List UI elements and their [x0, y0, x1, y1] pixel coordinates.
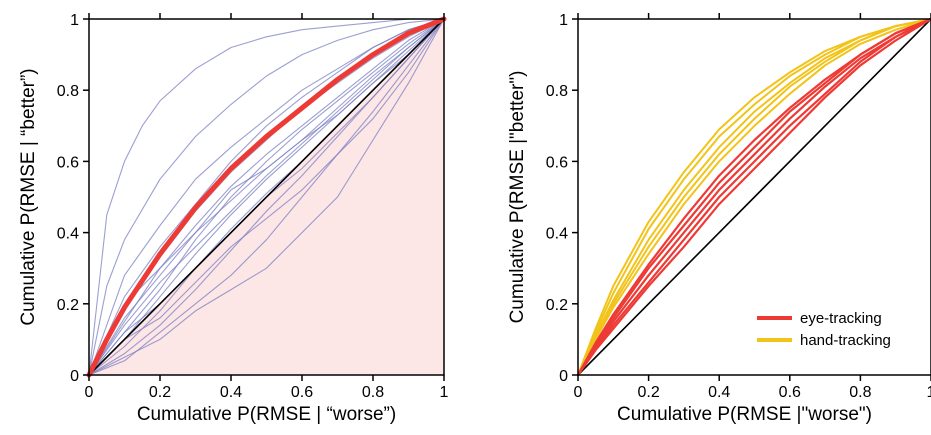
left-ticks: 0 0.2 0.4 0.6 0.8 1 0 0.2 0.4 0.6 0.8 1 — [57, 12, 449, 401]
chart-left: 0 0.2 0.4 0.6 0.8 1 0 0.2 0.4 0.6 0.8 1 Cumulative … — [18, 12, 449, 425]
left-y-tick-label-5: 1 — [70, 12, 79, 29]
left-series-individual-2 — [88, 18, 445, 376]
legend: eye-tracking hand-tracking — [757, 310, 891, 349]
left-series-mean-1 — [86, 16, 447, 378]
right-x-tick-label-0: 0 — [574, 384, 583, 401]
left-series-individual-16 — [88, 18, 445, 376]
right-ticks: 0 0.2 0.4 0.6 0.8 1 0 0.2 0.4 0.6 0.8 1 — [546, 12, 931, 401]
right-series-group — [576, 17, 931, 377]
right-y-tick-label-3: 0.6 — [546, 154, 568, 171]
left-series-individual-14 — [88, 18, 445, 376]
right-series-hand-5 — [577, 18, 931, 376]
left-y-tick-label-4: 0.8 — [57, 83, 79, 100]
right-y-tick-label-1: 0.2 — [546, 297, 568, 314]
left-y-tick-label-3: 0.6 — [57, 154, 79, 171]
left-y-tick-label-2: 0.4 — [57, 226, 79, 243]
right-x-tick-label-3: 0.6 — [779, 384, 801, 401]
left-x-tick-label-1: 0.2 — [149, 384, 171, 401]
left-series-group — [86, 16, 447, 378]
left-series-individual-3 — [88, 18, 445, 376]
left-series-individual-6 — [88, 18, 445, 376]
right-y-tick-label-5: 1 — [559, 12, 568, 29]
right-x-axis-title: Cumulative P(RMSE |"worse") — [617, 404, 872, 425]
right-y-tick-label-2: 0.4 — [546, 226, 568, 243]
left-series-individual-11 — [88, 18, 445, 376]
right-series-diagonal-0 — [577, 18, 931, 376]
right-x-tick-label-2: 0.4 — [708, 384, 730, 401]
right-y-tick-label-0: 0 — [559, 368, 568, 385]
right-x-tick-label-5: 1 — [927, 384, 931, 401]
right-x-tick-label-1: 0.2 — [637, 384, 659, 401]
left-y-axis-title: Cumulative P(RMSE | “better”) — [18, 68, 39, 325]
right-series-hand-4 — [577, 18, 931, 376]
right-x-tick-label-4: 0.8 — [849, 384, 871, 401]
right-y-axis-title: Cumulative P(RMSE |"better") — [507, 71, 528, 324]
left-series-individual-18 — [88, 18, 445, 376]
chart-right: 0 0.2 0.4 0.6 0.8 1 0 0.2 0.4 0.6 0.8 1 Cumulative … — [507, 12, 931, 425]
right-plot-frame — [577, 18, 931, 376]
left-plot-frame — [88, 18, 445, 376]
left-series-individual-17 — [88, 18, 445, 376]
left-series-individual-15 — [88, 18, 445, 376]
legend-label-eye-tracking: eye-tracking — [800, 310, 882, 327]
left-y-tick-label-0: 0 — [70, 368, 79, 385]
right-series-eye-9 — [576, 17, 931, 377]
right-series-eye-10 — [576, 17, 931, 377]
left-x-tick-label-2: 0.4 — [220, 384, 242, 401]
left-series-diagonal-0 — [88, 18, 445, 376]
right-series-eye-8 — [576, 17, 931, 377]
left-x-tick-label-0: 0 — [85, 384, 94, 401]
left-series-individual-8 — [88, 18, 445, 376]
left-x-axis-title: Cumulative P(RMSE | “worse”) — [137, 404, 396, 425]
left-x-tick-label-5: 1 — [440, 384, 449, 401]
right-series-eye-7 — [576, 17, 931, 377]
legend-label-hand-tracking: hand-tracking — [800, 332, 891, 349]
left-x-tick-label-3: 0.6 — [291, 384, 313, 401]
right-series-hand-2 — [577, 18, 931, 376]
left-y-tick-label-1: 0.2 — [57, 297, 79, 314]
left-series-individual-7 — [88, 18, 445, 376]
right-y-tick-label-4: 0.8 — [546, 83, 568, 100]
left-x-tick-label-4: 0.8 — [362, 384, 384, 401]
left-series-individual-10 — [88, 18, 445, 376]
